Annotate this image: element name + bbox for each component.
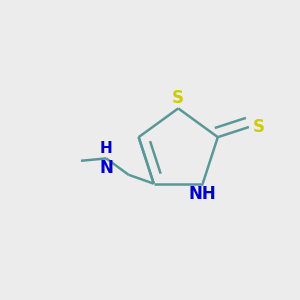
Text: S: S bbox=[172, 89, 184, 107]
Text: S: S bbox=[253, 118, 265, 136]
Text: NH: NH bbox=[189, 185, 217, 203]
Text: H: H bbox=[100, 141, 112, 156]
Text: N: N bbox=[99, 159, 113, 177]
